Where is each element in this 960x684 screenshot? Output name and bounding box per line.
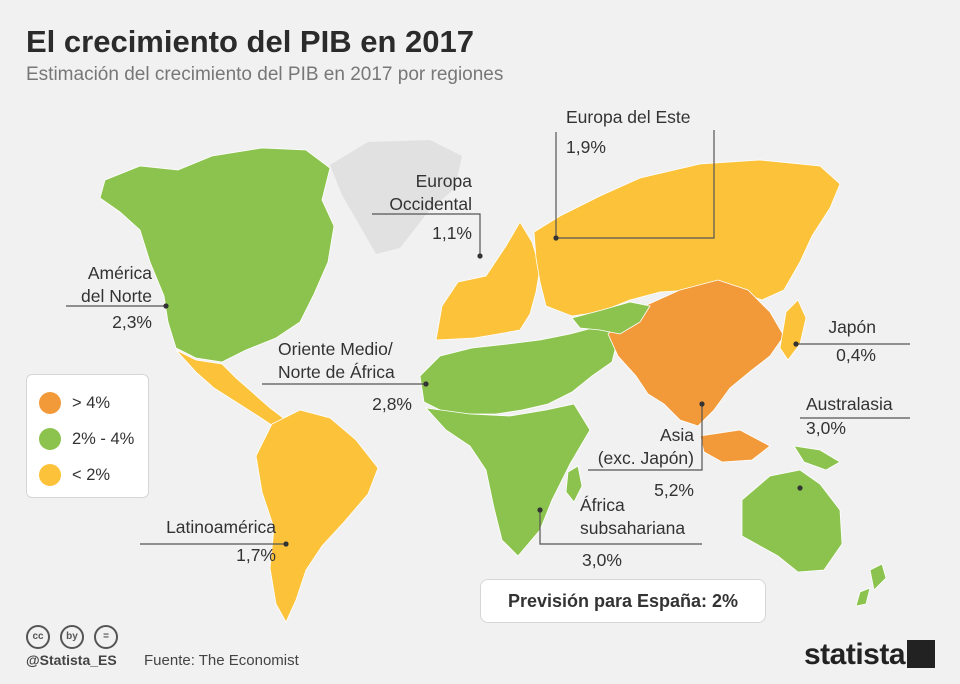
region-mexico xyxy=(175,349,287,429)
region-sub-saharan-africa xyxy=(424,403,591,557)
leader-we xyxy=(372,213,481,256)
label-sub-saharan-africa: África subsahariana xyxy=(580,494,685,540)
legend-swatch-high xyxy=(39,392,61,414)
footer-source: Fuente: The Economist xyxy=(144,652,299,669)
legend-item-low: < 2% xyxy=(39,457,148,493)
dot-asia xyxy=(699,401,705,407)
value-western-europe: 1,1% xyxy=(432,223,472,243)
region-central-asia xyxy=(571,301,651,335)
label-asia-line1: Asia xyxy=(659,425,694,445)
value-eastern-europe: 1,9% xyxy=(566,137,606,157)
label-ssa-line1: África xyxy=(580,495,625,515)
leader-ssa xyxy=(539,510,702,545)
label-eastern-europe-line1: Europa del Este xyxy=(566,107,691,127)
leader-asia xyxy=(588,404,703,471)
legend: > 4% 2% - 4% < 2% xyxy=(26,374,149,498)
label-north-america-line2: del Norte xyxy=(80,286,152,306)
value-latin-america: 1,7% xyxy=(236,545,276,565)
dot-we xyxy=(477,253,483,259)
leader-ee xyxy=(555,130,715,239)
legend-item-mid: 2% - 4% xyxy=(39,421,148,457)
footer-handle[interactable]: @Statista_ES xyxy=(26,652,117,668)
label-latin-america: Latinoamérica 1,7% xyxy=(130,516,276,567)
dot-na xyxy=(163,303,169,309)
region-new-guinea xyxy=(793,445,841,471)
region-latin-america xyxy=(255,409,379,623)
legend-label-low: < 2% xyxy=(72,465,111,484)
label-middle-east: Oriente Medio/ Norte de África xyxy=(278,338,395,384)
region-indonesia xyxy=(699,429,771,463)
label-ssa-line2: subsahariana xyxy=(580,518,686,538)
page-subtitle: Estimación del crecimiento del PIB en 20… xyxy=(26,64,504,85)
cc-by-icon: by xyxy=(60,625,84,649)
dot-ee xyxy=(553,235,559,241)
value-sub-saharan-africa: 3,0% xyxy=(582,550,622,570)
dot-ssa xyxy=(537,507,543,513)
label-asia: Asia (exc. Japón) 5,2% xyxy=(574,424,694,502)
cc-nd-icon: = xyxy=(94,625,118,649)
region-greenland xyxy=(330,140,462,254)
statista-logo[interactable]: statista xyxy=(804,638,906,671)
cc-license-icon: cc xyxy=(26,625,50,649)
label-australasia: Australasia 3,0% xyxy=(806,393,893,440)
page-title: El crecimiento del PIB en 2017 xyxy=(26,24,474,59)
label-latin-america-line1: Latinoamérica xyxy=(166,517,276,537)
value-japan: 0,4% xyxy=(836,345,876,365)
value-middle-east: 2,8% xyxy=(372,394,412,414)
label-eastern-europe: Europa del Este 1,9% xyxy=(566,106,691,159)
region-australia xyxy=(741,469,843,573)
label-japan: Japón 0,4% xyxy=(800,316,876,367)
label-japan-line1: Japón xyxy=(828,317,876,337)
leader-lines xyxy=(66,130,910,545)
dot-me xyxy=(423,381,429,387)
legend-label-high: > 4% xyxy=(72,393,111,412)
region-madagascar xyxy=(565,465,583,503)
value-north-america: 2,3% xyxy=(112,312,152,332)
label-western-europe-line2: Occidental xyxy=(389,194,472,214)
region-asia xyxy=(607,279,785,427)
legend-label-mid: 2% - 4% xyxy=(72,429,135,448)
value-australasia: 3,0% xyxy=(806,418,846,438)
legend-swatch-mid xyxy=(39,428,61,450)
leader-dots xyxy=(163,235,803,547)
dot-jp xyxy=(793,341,799,347)
label-north-america-line1: América xyxy=(87,263,152,283)
legend-swatch-low xyxy=(39,464,61,486)
label-asia-line2: (exc. Japón) xyxy=(597,448,694,468)
dot-aus xyxy=(797,485,803,491)
label-western-europe-line1: Europa xyxy=(415,171,472,191)
label-western-europe: Europa Occidental 1,1% xyxy=(362,170,472,245)
label-middle-east-line1: Oriente Medio/ xyxy=(278,339,393,359)
legend-item-high: > 4% xyxy=(39,385,148,421)
spain-forecast-callout: Previsión para España: 2% xyxy=(480,579,766,623)
region-new-zealand xyxy=(855,563,887,607)
region-north-america xyxy=(99,147,335,363)
dot-la xyxy=(283,541,289,547)
label-north-america: América del Norte 2,3% xyxy=(40,262,152,334)
statista-logo-mark-icon xyxy=(907,640,935,668)
label-australasia-line1: Australasia xyxy=(806,394,893,414)
label-middle-east-line2: Norte de África xyxy=(278,362,395,382)
value-asia: 5,2% xyxy=(654,480,694,500)
